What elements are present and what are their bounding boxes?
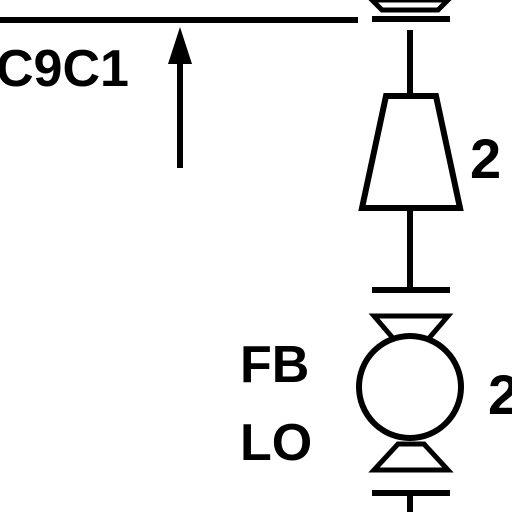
valve-status-line1: FB — [240, 336, 309, 394]
valve-status-line2: LO — [240, 414, 312, 472]
top-valve-partial — [368, 0, 452, 22]
ball-valve-symbol — [356, 313, 464, 473]
reducer-tag: 2 — [470, 127, 501, 190]
reducer-symbol — [358, 93, 464, 211]
flow-arrow-icon — [168, 27, 192, 168]
line-label: C9C1 — [0, 40, 129, 98]
valve-tag: 2 — [488, 363, 512, 426]
